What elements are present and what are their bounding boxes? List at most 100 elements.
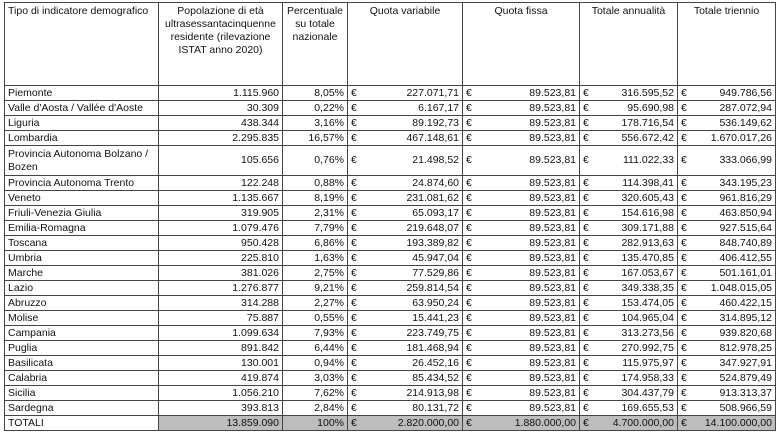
- currency-symbol: €: [681, 176, 687, 189]
- currency-symbol: €: [351, 356, 357, 369]
- number-cell: 130.001: [158, 355, 283, 371]
- amount: 89.523,81: [529, 326, 576, 339]
- row-label: Basilicata: [4, 355, 159, 371]
- currency-symbol: €: [466, 356, 472, 369]
- number-cell: 2,84%: [282, 400, 348, 416]
- currency-symbol: €: [466, 341, 472, 354]
- row-label: Piemonte: [4, 85, 159, 101]
- amount: 227.071,71: [406, 86, 459, 99]
- amount: 524.879,49: [719, 371, 772, 384]
- currency-symbol: €: [681, 191, 687, 204]
- money-cell: €89.523,81: [462, 340, 580, 356]
- amount: 259.814,54: [406, 281, 459, 294]
- data-row: Sardegna 393.813 2,84% €80.131,72 €89.523,81…: [4, 400, 776, 416]
- money-cell: €80.131,72: [347, 400, 463, 416]
- currency-symbol: €: [681, 356, 687, 369]
- amount: 927.515,64: [719, 221, 772, 234]
- amount: 349.338,35: [621, 281, 674, 294]
- money-cell: €89.523,81: [462, 310, 580, 326]
- number-cell: 438.344: [158, 115, 283, 131]
- currency-symbol: €: [583, 191, 589, 204]
- number-cell: 314.288: [158, 295, 283, 311]
- money-cell: €169.655,53: [579, 400, 678, 416]
- currency-symbol: €: [583, 326, 589, 339]
- header-cell: Popolazione di età ultrasessantacinquenn…: [158, 2, 283, 86]
- row-label: Emilia-Romagna: [4, 220, 159, 236]
- number-cell: 13.859.090: [158, 415, 283, 431]
- money-cell: €259.814,54: [347, 280, 463, 296]
- amount: 343.195,23: [719, 176, 772, 189]
- currency-symbol: €: [583, 356, 589, 369]
- currency-symbol: €: [466, 416, 472, 429]
- currency-symbol: €: [681, 206, 687, 219]
- money-cell: €181.468,94: [347, 340, 463, 356]
- currency-symbol: €: [681, 266, 687, 279]
- money-cell: €89.523,81: [462, 85, 580, 101]
- number-cell: 100%: [282, 415, 348, 431]
- currency-symbol: €: [351, 311, 357, 324]
- currency-symbol: €: [681, 116, 687, 129]
- number-cell: 1.099.634: [158, 325, 283, 341]
- amount: 2.820.000,00: [397, 416, 459, 429]
- number-cell: 1.135.667: [158, 190, 283, 206]
- money-cell: €153.474,05: [579, 295, 678, 311]
- row-label: Lombardia: [4, 130, 159, 146]
- amount: 89.523,81: [529, 341, 576, 354]
- amount: 14.100.000,00: [704, 416, 772, 429]
- money-cell: €45.947,04: [347, 250, 463, 266]
- currency-symbol: €: [466, 281, 472, 294]
- number-cell: 891.842: [158, 340, 283, 356]
- currency-symbol: €: [466, 221, 472, 234]
- money-cell: €89.523,81: [462, 115, 580, 131]
- amount: 89.523,81: [529, 281, 576, 294]
- currency-symbol: €: [583, 101, 589, 114]
- money-cell: €460.422,15: [677, 295, 776, 311]
- amount: 347.927,91: [719, 356, 772, 369]
- currency-symbol: €: [351, 281, 357, 294]
- money-cell: €104.965,04: [579, 310, 678, 326]
- number-cell: 7,62%: [282, 385, 348, 401]
- number-cell: 8,19%: [282, 190, 348, 206]
- currency-symbol: €: [466, 154, 472, 166]
- money-cell: €812.978,25: [677, 340, 776, 356]
- currency-symbol: €: [466, 266, 472, 279]
- amount: 1.048.015,05: [710, 281, 772, 294]
- row-label: TOTALI: [4, 415, 159, 431]
- amount: 939.820,68: [719, 326, 772, 339]
- data-row: Molise 75.887 0,55% €15.441,23 €89.523,81 €10…: [4, 310, 776, 326]
- money-cell: €114.398,41: [579, 175, 678, 191]
- data-row: Lazio 1.276.877 9,21% €259.814,54 €89.523,81…: [4, 280, 776, 296]
- currency-symbol: €: [583, 401, 589, 414]
- money-cell: €556.672,42: [579, 130, 678, 146]
- money-cell: €287.072,94: [677, 100, 776, 116]
- money-cell: €463.850,94: [677, 205, 776, 221]
- amount: 89.523,81: [529, 131, 576, 144]
- amount: 80.131,72: [412, 401, 459, 414]
- amount: 77.529,86: [412, 266, 459, 279]
- data-row: Campania 1.099.634 7,93% €223.749,75 €89.523…: [4, 325, 776, 341]
- data-row: Provincia Autonoma Trento 122.248 0,88% €24…: [4, 175, 776, 191]
- amount: 223.749,75: [406, 326, 459, 339]
- money-cell: €89.523,81: [462, 175, 580, 191]
- data-row: Valle d'Aosta / Vallée d'Aoste 30.309 0,22…: [4, 100, 776, 116]
- currency-symbol: €: [583, 251, 589, 264]
- currency-symbol: €: [351, 236, 357, 249]
- currency-symbol: €: [681, 86, 687, 99]
- amount: 24.874,60: [412, 176, 459, 189]
- currency-symbol: €: [583, 416, 589, 429]
- money-cell: €89.523,81: [462, 220, 580, 236]
- amount: 287.072,94: [719, 101, 772, 114]
- money-cell: €178.716,54: [579, 115, 678, 131]
- money-cell: €501.161,01: [677, 265, 776, 281]
- currency-symbol: €: [681, 281, 687, 294]
- number-cell: 1.056.210: [158, 385, 283, 401]
- amount: 21.498,52: [412, 154, 459, 166]
- money-cell: €89.192,73: [347, 115, 463, 131]
- currency-symbol: €: [466, 251, 472, 264]
- currency-symbol: €: [351, 416, 357, 429]
- number-cell: 950.428: [158, 235, 283, 251]
- data-row: Basilicata 130.001 0,94% €26.452,16 €89.523,…: [4, 355, 776, 371]
- currency-symbol: €: [466, 236, 472, 249]
- money-cell: €848.740,89: [677, 235, 776, 251]
- amount: 181.468,94: [406, 341, 459, 354]
